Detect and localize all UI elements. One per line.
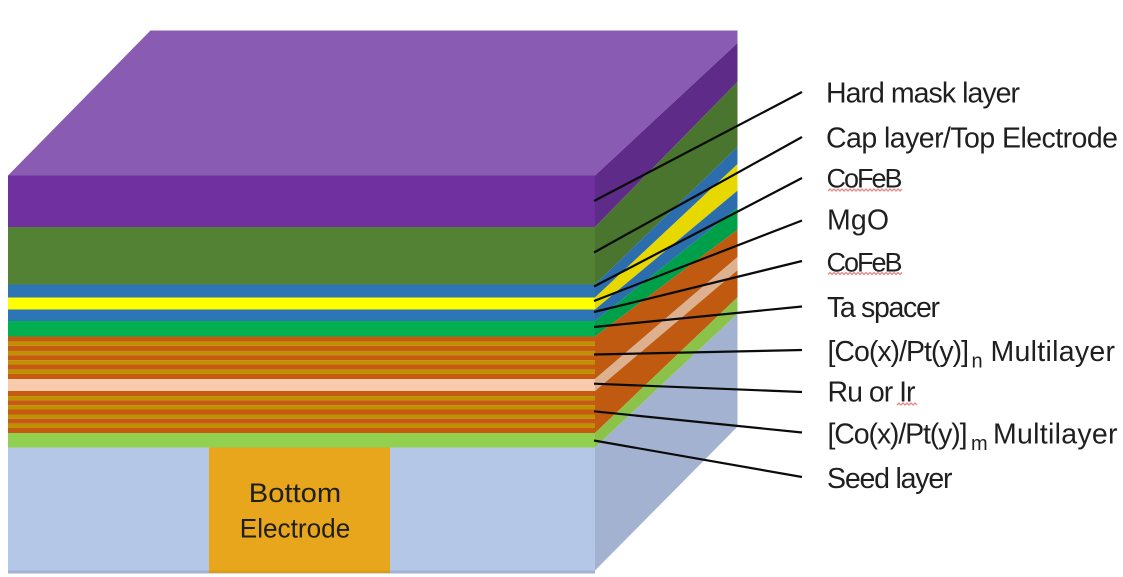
svg-text:m: m (971, 433, 988, 455)
svg-text:Seed layer: Seed layer (827, 463, 953, 495)
svg-text:Multilayer: Multilayer (991, 336, 1116, 368)
svg-text:Cap layer/Top Electrode: Cap layer/Top Electrode (826, 123, 1118, 155)
svg-text:Electrode: Electrode (240, 514, 351, 544)
svg-text:MgO: MgO (827, 205, 889, 237)
svg-text:[Co(x)/Pt(y)]: [Co(x)/Pt(y)] (828, 336, 970, 368)
svg-text:Bottom: Bottom (249, 478, 342, 508)
svg-text:[Co(x)/Pt(y)]: [Co(x)/Pt(y)] (828, 419, 968, 451)
svg-text:Multilayer: Multilayer (993, 419, 1118, 451)
svg-text:Hard mask layer: Hard mask layer (826, 78, 1021, 110)
svg-text:Ta spacer: Ta spacer (827, 292, 941, 324)
svg-text:Ru or Ir: Ru or Ir (828, 377, 917, 409)
svg-text:n: n (972, 351, 983, 373)
